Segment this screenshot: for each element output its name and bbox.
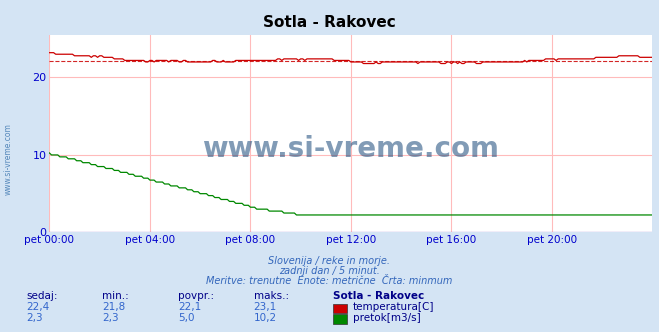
Text: maks.:: maks.: [254, 291, 289, 301]
Text: 10,2: 10,2 [254, 313, 277, 323]
Text: min.:: min.: [102, 291, 129, 301]
Text: temperatura[C]: temperatura[C] [353, 302, 434, 312]
Text: Sotla - Rakovec: Sotla - Rakovec [263, 15, 396, 30]
Text: zadnji dan / 5 minut.: zadnji dan / 5 minut. [279, 266, 380, 276]
Text: 21,8: 21,8 [102, 302, 125, 312]
Text: 2,3: 2,3 [102, 313, 119, 323]
Text: www.si-vreme.com: www.si-vreme.com [202, 135, 500, 163]
Text: 2,3: 2,3 [26, 313, 43, 323]
Text: 22,1: 22,1 [178, 302, 201, 312]
Text: Sotla - Rakovec: Sotla - Rakovec [333, 291, 424, 301]
Text: 5,0: 5,0 [178, 313, 194, 323]
Text: 22,4: 22,4 [26, 302, 49, 312]
Text: povpr.:: povpr.: [178, 291, 214, 301]
Text: pretok[m3/s]: pretok[m3/s] [353, 313, 420, 323]
Text: Meritve: trenutne  Enote: metrične  Črta: minmum: Meritve: trenutne Enote: metrične Črta: … [206, 276, 453, 286]
Text: www.si-vreme.com: www.si-vreme.com [4, 124, 13, 195]
Text: Slovenija / reke in morje.: Slovenija / reke in morje. [268, 256, 391, 266]
Text: sedaj:: sedaj: [26, 291, 58, 301]
Text: 23,1: 23,1 [254, 302, 277, 312]
